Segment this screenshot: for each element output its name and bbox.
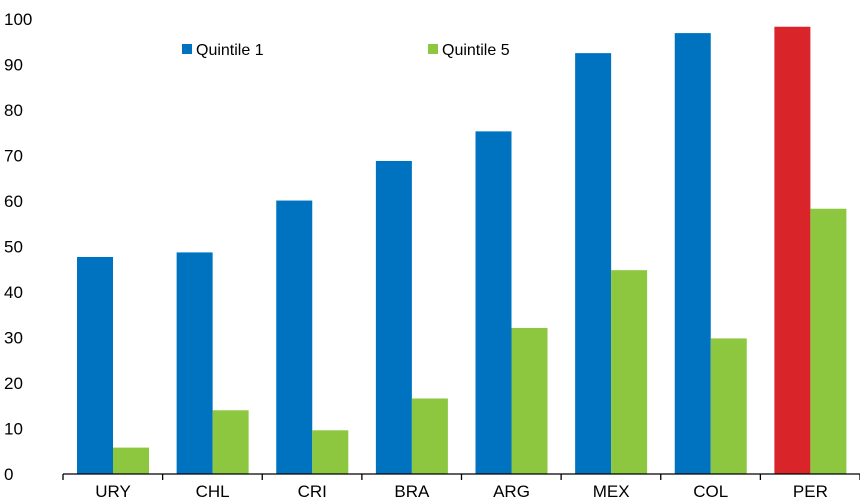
bar-mex-quintile-5 <box>611 270 648 474</box>
x-tick-label-ury: URY <box>95 482 131 501</box>
x-tick-label-mex: MEX <box>593 482 630 501</box>
x-tick-label-col: COL <box>693 482 728 501</box>
bar-arg-quintile-1 <box>475 131 512 474</box>
y-tick-label-0: 0 <box>4 465 13 484</box>
y-tick-label-80: 80 <box>4 101 23 120</box>
bar-bra-quintile-1 <box>375 160 412 474</box>
bar-ury-quintile-1 <box>77 256 113 474</box>
bar-arg-quintile-5 <box>511 327 548 474</box>
legend: Quintile 1 Quintile 5 <box>182 42 510 59</box>
bar-per-quintile-1 <box>774 26 811 475</box>
bar-per-quintile-5 <box>810 208 847 475</box>
y-tick-label-40: 40 <box>4 283 23 302</box>
y-tick-label-30: 30 <box>4 329 23 348</box>
bar-cri-quintile-1 <box>276 200 313 475</box>
legend-label-quintile-1: Quintile 1 <box>196 42 264 59</box>
y-tick-label-20: 20 <box>4 374 23 393</box>
x-tick-label-cri: CRI <box>298 482 327 501</box>
bar-ury-quintile-5 <box>113 447 149 474</box>
legend-swatch-quintile-1 <box>182 44 192 54</box>
bar-mex-quintile-1 <box>575 53 612 475</box>
x-tick-label-per: PER <box>793 482 828 501</box>
y-tick-label-50: 50 <box>4 238 23 257</box>
y-tick-label-10: 10 <box>4 420 23 439</box>
y-tick-label-90: 90 <box>4 56 23 75</box>
x-tick-label-chl: CHL <box>196 482 230 501</box>
bar-col-quintile-1 <box>674 33 711 474</box>
y-tick-label-60: 60 <box>4 192 23 211</box>
bar-col-quintile-5 <box>710 338 747 474</box>
x-tick-label-arg: ARG <box>493 482 530 501</box>
bar-chl-quintile-5 <box>212 410 249 474</box>
y-tick-label-100: 100 <box>4 10 32 29</box>
bars <box>77 26 847 475</box>
axes: 0 10 20 30 40 50 60 70 80 90 100 URY CHL CRI BRA ARG MEX… <box>4 10 860 501</box>
x-tick-label-bra: BRA <box>394 482 430 501</box>
legend-label-quintile-5: Quintile 5 <box>442 42 510 59</box>
legend-swatch-quintile-5 <box>428 44 438 54</box>
bar-bra-quintile-5 <box>411 398 448 474</box>
bar-chl-quintile-1 <box>176 252 213 474</box>
y-tick-label-70: 70 <box>4 147 23 166</box>
bar-cri-quintile-5 <box>312 430 349 474</box>
